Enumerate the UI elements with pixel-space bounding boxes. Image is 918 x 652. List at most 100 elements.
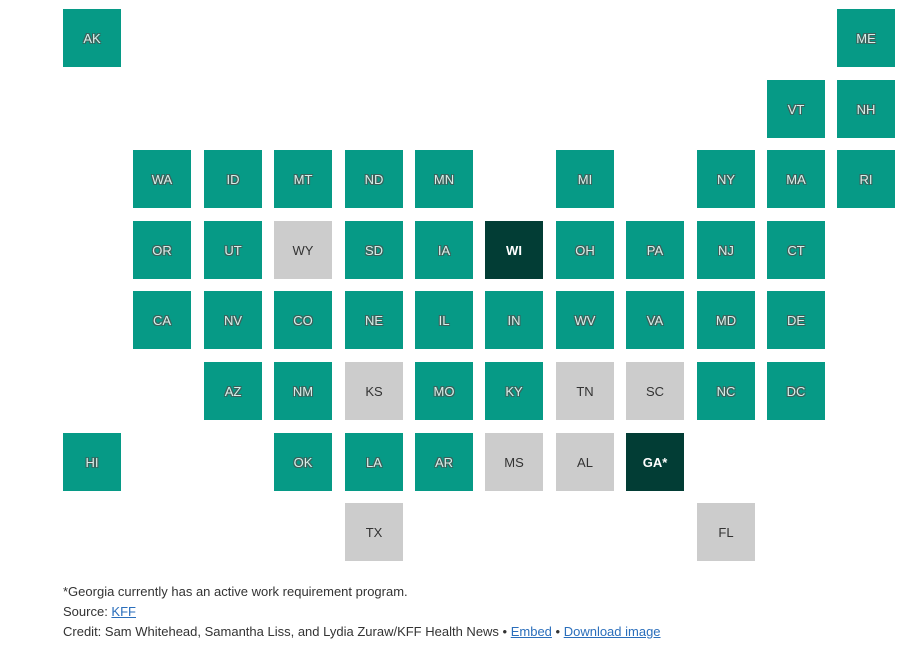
state-tile-ok[interactable]: OK [274,433,332,491]
state-tile-sc[interactable]: SC [626,362,684,420]
state-tile-oh[interactable]: OH [556,221,614,279]
state-tile-nv[interactable]: NV [204,291,262,349]
state-tile-mi[interactable]: MI [556,150,614,208]
state-tile-nj[interactable]: NJ [697,221,755,279]
state-label: TX [365,524,383,540]
state-label: WY [292,242,314,258]
state-tile-ct[interactable]: CT [767,221,825,279]
state-tile-ak[interactable]: AK [63,9,121,67]
state-label: FL [718,524,734,540]
state-label: MD [715,312,737,328]
state-tile-ut[interactable]: UT [204,221,262,279]
separator: • [551,624,564,639]
footnote: *Georgia currently has an active work re… [63,584,408,599]
state-tile-hi[interactable]: HI [63,433,121,491]
state-label: IN [507,312,521,328]
state-tile-ri[interactable]: RI [837,150,895,208]
state-label: WV [574,312,596,328]
state-tile-or[interactable]: OR [133,221,191,279]
download-image-link[interactable]: Download image [563,624,661,639]
source-line: Source: KFF [63,602,661,622]
state-tile-pa[interactable]: PA [626,221,684,279]
state-label: AZ [224,383,242,399]
state-label: UT [224,242,242,258]
state-tile-ky[interactable]: KY [485,362,543,420]
state-label: PA [646,242,664,258]
state-label: NY [716,171,736,187]
state-tile-ar[interactable]: AR [415,433,473,491]
state-tile-mt[interactable]: MT [274,150,332,208]
state-label: KY [505,383,523,399]
state-label: AK [83,30,101,46]
state-label: WA [151,171,173,187]
state-label: MT [293,171,313,187]
state-tile-tn[interactable]: TN [556,362,614,420]
state-tile-vt[interactable]: VT [767,80,825,138]
state-label: IA [437,242,451,258]
state-label: AR [434,454,454,470]
state-label: MI [577,171,593,187]
state-label: NH [856,101,876,117]
state-label: NE [364,312,384,328]
state-label: WI [506,242,522,258]
state-label: NJ [718,242,734,258]
state-tile-nd[interactable]: ND [345,150,403,208]
state-label: IL [438,312,450,328]
state-label: ME [856,30,876,46]
state-tile-fl[interactable]: FL [697,503,755,561]
state-label: OR [152,242,172,258]
state-tile-ms[interactable]: MS [485,433,543,491]
state-label: SD [364,242,384,258]
source-prefix: Source: [63,604,112,619]
state-tile-ca[interactable]: CA [133,291,191,349]
state-label: CT [787,242,805,258]
source-link[interactable]: KFF [111,604,136,619]
state-tile-ks[interactable]: KS [345,362,403,420]
state-label: MS [504,454,524,470]
state-label: TN [576,383,594,399]
state-tile-md[interactable]: MD [697,291,755,349]
state-tile-wv[interactable]: WV [556,291,614,349]
state-tile-wa[interactable]: WA [133,150,191,208]
state-tile-mo[interactable]: MO [415,362,473,420]
state-label: CO [293,312,313,328]
state-label: DC [786,383,806,399]
state-tile-co[interactable]: CO [274,291,332,349]
state-tile-al[interactable]: AL [556,433,614,491]
state-tile-nc[interactable]: NC [697,362,755,420]
state-tile-de[interactable]: DE [767,291,825,349]
state-tile-wi[interactable]: WI [485,221,543,279]
state-label: MO [433,383,455,399]
state-tile-ne[interactable]: NE [345,291,403,349]
credit-line: Credit: Sam Whitehead, Samantha Liss, an… [63,622,661,642]
embed-link[interactable]: Embed [510,624,552,639]
state-tile-ia[interactable]: IA [415,221,473,279]
state-label: RI [859,171,873,187]
state-tile-wy[interactable]: WY [274,221,332,279]
state-tile-il[interactable]: IL [415,291,473,349]
state-tile-mn[interactable]: MN [415,150,473,208]
state-label: OK [293,454,313,470]
state-tile-ga[interactable]: GA* [626,433,684,491]
state-tile-tx[interactable]: TX [345,503,403,561]
state-label: HI [85,454,99,470]
state-label: VA [646,312,664,328]
state-tile-me[interactable]: ME [837,9,895,67]
state-label: VT [787,101,805,117]
state-label: AL [577,454,593,470]
state-tile-id[interactable]: ID [204,150,262,208]
state-label: KS [365,383,383,399]
state-tile-az[interactable]: AZ [204,362,262,420]
state-tile-la[interactable]: LA [345,433,403,491]
state-tile-va[interactable]: VA [626,291,684,349]
state-tile-sd[interactable]: SD [345,221,403,279]
state-tile-ny[interactable]: NY [697,150,755,208]
state-label: DE [786,312,806,328]
state-tile-nm[interactable]: NM [274,362,332,420]
state-tile-in[interactable]: IN [485,291,543,349]
state-tile-dc[interactable]: DC [767,362,825,420]
state-tile-nh[interactable]: NH [837,80,895,138]
state-label: NC [716,383,736,399]
state-tile-ma[interactable]: MA [767,150,825,208]
credit-text: Credit: Sam Whitehead, Samantha Liss, an… [63,624,511,639]
